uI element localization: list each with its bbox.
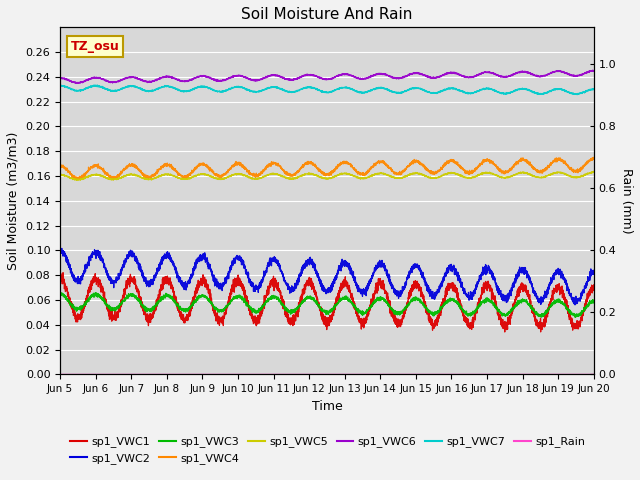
Text: TZ_osu: TZ_osu bbox=[71, 40, 120, 53]
Title: Soil Moisture And Rain: Soil Moisture And Rain bbox=[241, 7, 413, 22]
Legend: sp1_VWC1, sp1_VWC2, sp1_VWC3, sp1_VWC4, sp1_VWC5, sp1_VWC6, sp1_VWC7, sp1_Rain: sp1_VWC1, sp1_VWC2, sp1_VWC3, sp1_VWC4, … bbox=[66, 432, 590, 468]
Y-axis label: Soil Moisture (m3/m3): Soil Moisture (m3/m3) bbox=[7, 132, 20, 270]
X-axis label: Time: Time bbox=[312, 400, 342, 413]
Y-axis label: Rain (mm): Rain (mm) bbox=[620, 168, 633, 234]
